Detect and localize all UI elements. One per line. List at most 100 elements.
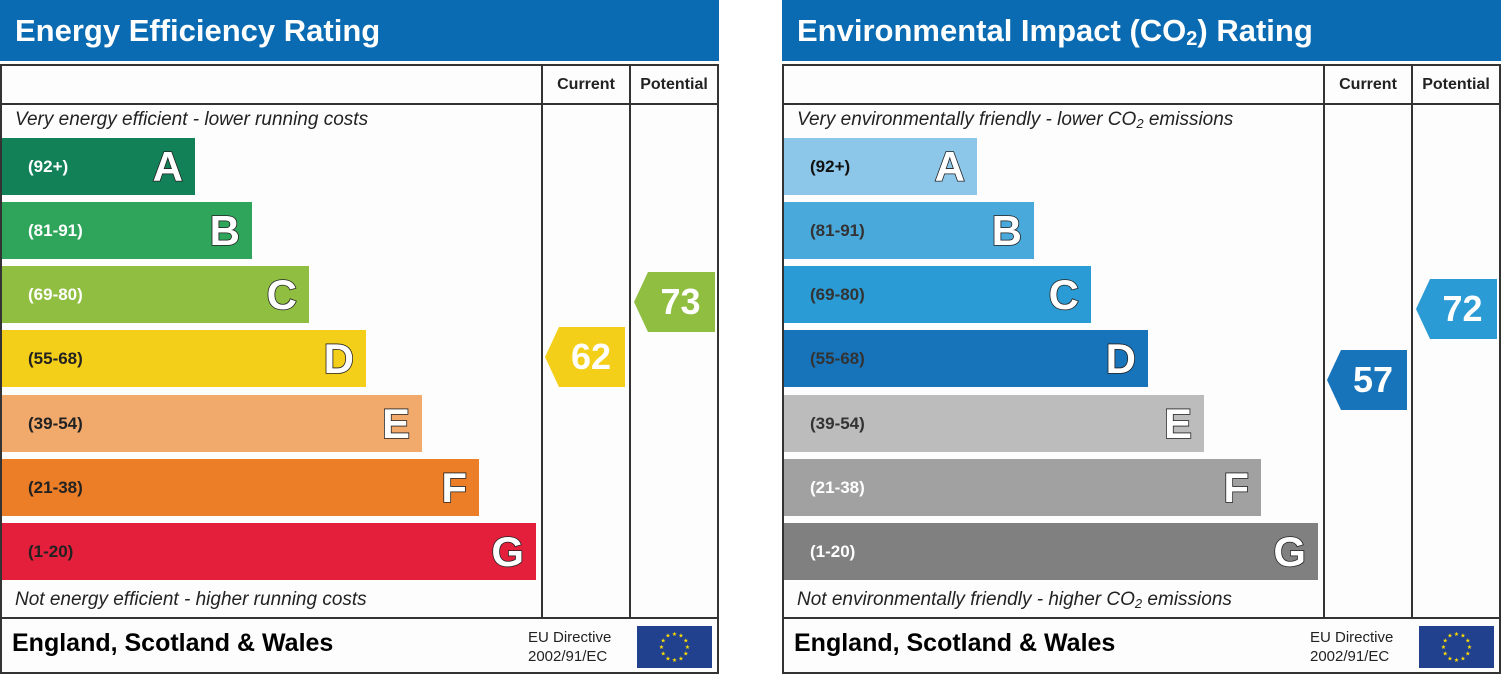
current-column-header: Current [557, 76, 615, 93]
svg-text:★: ★ [1443, 638, 1448, 645]
band-a: (92+) A [784, 138, 977, 195]
band-e: (39-54) E [784, 395, 1204, 452]
header-divider [2, 103, 717, 105]
band-letter: C [266, 270, 298, 319]
panel-title-text: Energy Efficiency Rating [15, 13, 381, 48]
band-range: (39-54) [810, 414, 865, 433]
caption-suffix: emissions [1143, 109, 1234, 130]
svg-text:★: ★ [1454, 657, 1459, 664]
band-letter: F [441, 463, 468, 512]
eu-flag-icon: ★ ★ ★ ★ ★ ★ ★ ★ ★ ★ ★ ★ [637, 626, 712, 668]
svg-text:★: ★ [683, 638, 688, 645]
caption-text: Very environmentally friendly - lower CO [797, 109, 1137, 130]
top-caption: Very environmentally friendly - lower CO… [797, 109, 1233, 131]
band-c: (69-80) C [784, 266, 1091, 323]
svg-text:★: ★ [665, 633, 670, 640]
potential-column-divider [1411, 66, 1413, 619]
band-range: (81-91) [28, 221, 83, 240]
current-rating-badge: 62 [545, 327, 625, 387]
band-range: (92+) [28, 157, 69, 176]
band-f: (21-38) F [2, 459, 479, 516]
band-letter: E [1163, 399, 1193, 448]
svg-text:★: ★ [1460, 633, 1465, 640]
environmental-impact-panel: Environmental Impact (CO2) Rating Curren… [782, 0, 1501, 675]
band-letter: A [934, 142, 966, 191]
caption-subscript: 2 [1136, 116, 1144, 131]
eu-directive-line1: EU Directive [528, 629, 612, 646]
band-letter: G [491, 527, 525, 576]
svg-text:★: ★ [1465, 651, 1470, 658]
svg-text:★: ★ [661, 638, 666, 645]
footer-divider [784, 617, 1499, 619]
svg-text:★: ★ [1441, 644, 1446, 651]
band-a: (92+) A [2, 138, 195, 195]
potential-column-header: Potential [640, 76, 708, 93]
band-range: (92+) [810, 157, 851, 176]
band-letter: B [991, 206, 1023, 255]
header-divider [784, 103, 1499, 105]
current-column-divider [541, 66, 543, 619]
bottom-caption: Not environmentally friendly - higher CO… [797, 589, 1232, 611]
svg-text:★: ★ [665, 655, 670, 662]
eu-flag-icon: ★ ★ ★ ★ ★ ★ ★ ★ ★ ★ ★ ★ [1419, 626, 1494, 668]
band-range: (21-38) [28, 478, 83, 497]
current-column-divider [1323, 66, 1325, 619]
rating-table: Current Potential Very environmentally f… [782, 64, 1501, 674]
svg-text:★: ★ [678, 633, 683, 640]
svg-text:★: ★ [678, 655, 683, 662]
eu-directive-label: EU Directive 2002/91/EC [1310, 628, 1393, 666]
band-letter: G [1273, 527, 1307, 576]
eu-directive-line2: 2002/91/EC [1310, 648, 1390, 665]
band-letter: B [209, 206, 241, 255]
band-letter: D [1105, 334, 1137, 383]
caption-subscript: 2 [1134, 596, 1143, 611]
band-range: (1-20) [810, 542, 856, 561]
svg-text:★: ★ [685, 644, 690, 651]
band-d: (55-68) D [784, 330, 1148, 387]
band-range: (55-68) [28, 349, 83, 368]
band-d: (55-68) D [2, 330, 366, 387]
rating-table: Current Potential Very energy efficient … [0, 64, 719, 674]
eu-directive-line2: 2002/91/EC [528, 648, 608, 665]
panel-title: Energy Efficiency Rating [0, 0, 719, 61]
eu-directive-line1: EU Directive [1310, 629, 1394, 646]
band-b: (81-91) B [784, 202, 1034, 259]
band-letter: A [152, 142, 184, 191]
band-e: (39-54) E [2, 395, 422, 452]
svg-text:★: ★ [659, 644, 664, 651]
svg-text:★: ★ [1465, 638, 1470, 645]
potential-rating-badge: 73 [634, 272, 715, 332]
svg-text:★: ★ [1443, 651, 1448, 658]
band-range: (69-80) [28, 285, 83, 304]
potential-rating-badge: 72 [1416, 279, 1497, 339]
svg-text:★: ★ [1454, 631, 1459, 638]
band-letter: D [323, 334, 355, 383]
svg-text:★: ★ [1447, 655, 1452, 662]
panel-title-subscript: 2 [1186, 28, 1198, 50]
eu-stars-icon: ★ ★★ ★★★ ★★★ ★★★ [659, 631, 690, 664]
band-c: (69-80) C [2, 266, 309, 323]
svg-text:★: ★ [672, 631, 677, 638]
svg-text:★: ★ [672, 657, 677, 664]
current-rating-badge: 57 [1327, 350, 1407, 410]
band-range: (69-80) [810, 285, 865, 304]
energy-efficiency-panel: Energy Efficiency Rating Current Potenti… [0, 0, 719, 675]
svg-text:★: ★ [1460, 655, 1465, 662]
panel-title: Environmental Impact (CO2) Rating [782, 0, 1501, 61]
band-range: (21-38) [810, 478, 865, 497]
band-letter: C [1048, 270, 1080, 319]
region-label: England, Scotland & Wales [794, 629, 1116, 657]
band-g: (1-20) G [784, 523, 1318, 580]
panel-title-text: Environmental Impact (CO [797, 13, 1187, 48]
current-column-header: Current [1339, 76, 1397, 93]
band-b: (81-91) B [2, 202, 252, 259]
band-range: (1-20) [28, 542, 74, 561]
caption-text: Not environmentally friendly - higher CO [797, 589, 1135, 610]
band-g: (1-20) G [2, 523, 536, 580]
caption-suffix: emissions [1142, 589, 1232, 610]
potential-column-header: Potential [1422, 76, 1490, 93]
eu-directive-label: EU Directive 2002/91/EC [528, 628, 611, 666]
top-caption: Very energy efficient - lower running co… [15, 109, 369, 130]
band-f: (21-38) F [784, 459, 1261, 516]
band-range: (39-54) [28, 414, 83, 433]
